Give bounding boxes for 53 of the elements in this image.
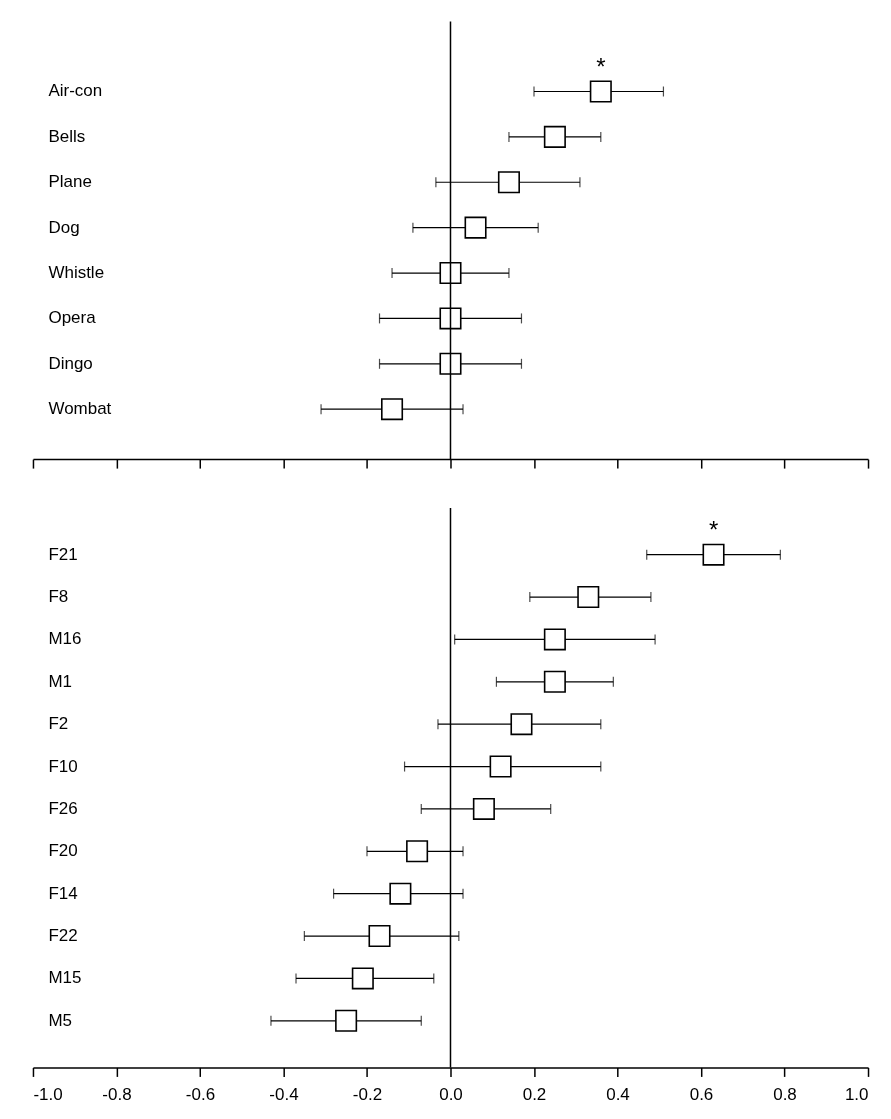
point: [368, 925, 391, 948]
y-tick-label: F14: [48, 883, 78, 903]
point: [589, 80, 612, 103]
y-tick-label: M15: [48, 968, 82, 988]
point: [702, 543, 725, 566]
point: [510, 713, 533, 736]
y-tick-label: Opera: [48, 308, 97, 328]
point: [381, 398, 404, 421]
point: [335, 1009, 358, 1032]
point: [489, 755, 512, 778]
x-tick-label: -1.0: [33, 1084, 63, 1104]
y-tick-label: M1: [48, 671, 73, 691]
y-tick-label: F22: [48, 926, 78, 946]
point: [464, 216, 487, 239]
x-tick-label: -0.2: [352, 1084, 383, 1104]
point: [439, 352, 462, 375]
x-tick-label: 0.4: [606, 1084, 630, 1104]
y-tick-label: Wombat: [48, 399, 112, 419]
y-tick-label: Whistle: [48, 263, 105, 283]
y-tick-label: Dog: [48, 217, 80, 237]
point: [472, 797, 495, 820]
y-tick-label: F20: [48, 841, 78, 861]
x-tick-label: -0.8: [102, 1084, 132, 1104]
y-tick-label: F10: [48, 756, 78, 776]
y-tick-label: Dingo: [48, 353, 93, 373]
point: [497, 171, 520, 194]
annotation: *: [596, 52, 606, 80]
y-tick-label: F2: [48, 714, 69, 734]
y-tick-label: Plane: [48, 172, 92, 192]
y-tick-label: M16: [48, 629, 82, 649]
annotation: *: [708, 515, 719, 543]
point: [351, 967, 374, 990]
point: [389, 882, 412, 905]
y-tick-label: Bells: [48, 126, 86, 146]
x-tick-label: 0.6: [689, 1084, 714, 1104]
x-tick-label: 1.0: [844, 1084, 869, 1104]
x-tick-label: -0.6: [185, 1084, 216, 1104]
point: [577, 586, 600, 609]
y-tick-label: Air-con: [48, 81, 103, 101]
x-tick-label: -0.4: [269, 1084, 299, 1104]
y-tick-label: F26: [48, 798, 78, 818]
point: [439, 262, 462, 285]
point: [543, 670, 566, 693]
point: [543, 125, 566, 148]
point: [439, 307, 462, 330]
y-tick-label: M5: [48, 1010, 73, 1030]
x-tick-label: 0.2: [522, 1084, 547, 1104]
y-tick-label: F21: [48, 544, 78, 564]
point: [406, 840, 429, 863]
y-tick-label: F8: [48, 587, 69, 607]
x-tick-label: 0.8: [773, 1084, 797, 1104]
x-tick-label: 0.0: [439, 1084, 463, 1104]
point: [543, 628, 566, 651]
